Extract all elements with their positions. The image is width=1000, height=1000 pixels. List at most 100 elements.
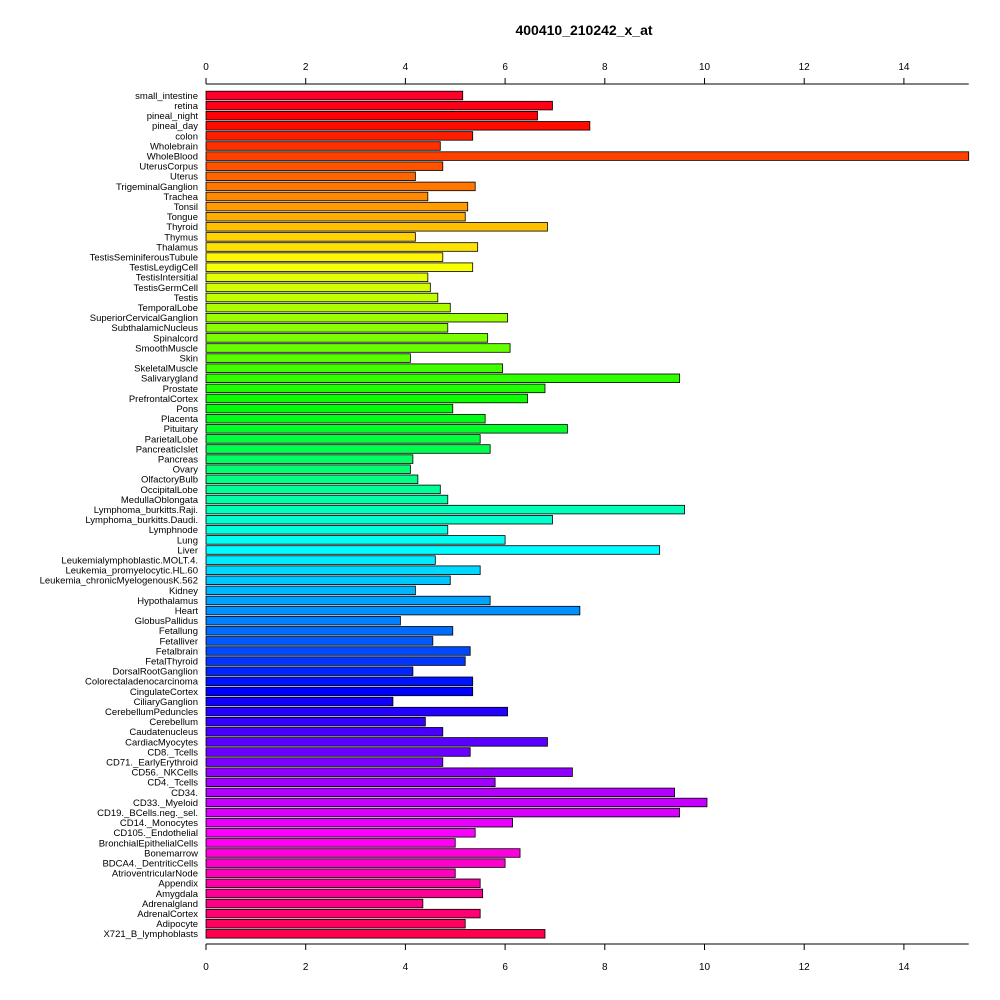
category-labels: small_intestineretinapineal_nightpineal_… bbox=[40, 91, 199, 940]
bar-globuspallidus bbox=[205, 616, 401, 626]
bar-pons bbox=[205, 403, 454, 414]
bar-cd8-tcells bbox=[205, 747, 471, 757]
bottom-tick-label: 8 bbox=[602, 962, 608, 973]
category-label: TrigeminalGanglion bbox=[116, 182, 198, 193]
category-label: CD71._EarlyErythroid bbox=[106, 758, 198, 769]
bar-appendix bbox=[205, 878, 481, 889]
bar-adrenalgland bbox=[205, 898, 424, 909]
bar-atrioventricularnode bbox=[205, 868, 456, 878]
bar-testis bbox=[205, 292, 439, 303]
category-label: WholeBlood bbox=[147, 152, 198, 163]
bar-cerebellumpeduncles bbox=[205, 706, 508, 717]
category-label: Appendix bbox=[158, 879, 198, 890]
category-label: SuperiorCervicalGanglion bbox=[90, 313, 198, 324]
category-label: SkeletalMuscle bbox=[134, 364, 198, 375]
category-label: Liver bbox=[177, 545, 198, 556]
category-label: Testis bbox=[174, 293, 199, 304]
bar-uteruscorpus bbox=[205, 161, 444, 171]
category-label: CD56._NKCells bbox=[131, 768, 198, 779]
bar-cd71-earlyerythroid bbox=[205, 757, 444, 767]
bottom-tick-label: 12 bbox=[799, 962, 811, 973]
bottom-tick-label: 6 bbox=[502, 962, 508, 973]
category-label: colon bbox=[175, 131, 198, 142]
bar-wholebrain bbox=[205, 141, 441, 151]
category-label: Leukemia_chronicMyelogenousK.562 bbox=[40, 576, 198, 587]
top-tick-label: 4 bbox=[403, 62, 409, 73]
category-label: CD105._Endothelial bbox=[113, 828, 198, 839]
bar-colon bbox=[205, 131, 474, 141]
category-label: Uterus bbox=[170, 172, 198, 183]
bar-amygdala bbox=[205, 888, 484, 899]
bar-lung bbox=[205, 535, 506, 545]
top-tick-label: 14 bbox=[898, 62, 910, 73]
bar-heart bbox=[205, 605, 581, 616]
category-label: Lymphoma_burkitts.Daudi. bbox=[85, 515, 198, 526]
category-label: BronchialEpithelialCells bbox=[99, 838, 199, 849]
category-label: Hypothalamus bbox=[137, 596, 198, 607]
category-label: SmoothMuscle bbox=[135, 343, 198, 354]
category-label: Thymus bbox=[164, 232, 198, 243]
category-label: Fetalliver bbox=[159, 636, 198, 647]
bar-adipocyte bbox=[205, 919, 466, 929]
bar-bronchialepithelialcells bbox=[205, 838, 456, 848]
category-label: pineal_night bbox=[147, 111, 199, 122]
bar-subthalamicnucleus bbox=[205, 323, 449, 333]
category-label: CD34. bbox=[171, 788, 198, 799]
bar-cd56-nkcells bbox=[205, 767, 573, 777]
bar-temporallobe bbox=[205, 302, 451, 313]
bar-cd4-tcells bbox=[205, 777, 496, 788]
bar-pancreas bbox=[205, 454, 414, 464]
category-label: DorsalRootGanglion bbox=[112, 667, 198, 678]
bar-leukemia-promyelocytic-hl-60 bbox=[205, 565, 481, 575]
bar-x721-b-lymphoblasts bbox=[205, 929, 546, 939]
bar-tongue bbox=[205, 211, 466, 222]
bar-tonsil bbox=[205, 201, 469, 212]
category-label: CiliaryGanglion bbox=[134, 697, 198, 708]
chart-title: 400410_210242_x_at bbox=[515, 22, 652, 38]
bar-trachea bbox=[205, 191, 429, 202]
category-label: X721_B_lymphoblasts bbox=[103, 929, 198, 940]
bar-smoothmuscle bbox=[205, 343, 511, 353]
bar-fetalthyroid bbox=[205, 656, 466, 666]
bar-hypothalamus bbox=[205, 595, 491, 606]
category-label: Fetallung bbox=[159, 626, 198, 637]
bar-ciliaryganglion bbox=[205, 696, 394, 707]
bar-pineal-day bbox=[205, 121, 591, 131]
bar-fetalliver bbox=[205, 636, 434, 646]
category-label: ParietalLobe bbox=[145, 434, 198, 445]
category-label: Leukemia_promyelocytic.HL.60 bbox=[65, 566, 198, 577]
bar-lymphoma-burkitts-raji- bbox=[205, 504, 685, 515]
bar-skeletalmuscle bbox=[205, 363, 504, 373]
category-label: TestisSeminiferousTubule bbox=[90, 253, 198, 264]
category-label: CD4._Tcells bbox=[147, 778, 198, 789]
category-label: small_intestine bbox=[135, 91, 198, 102]
bar-parietallobe bbox=[205, 434, 481, 444]
bar-liver bbox=[205, 545, 661, 555]
category-label: Fetalbrain bbox=[156, 646, 198, 657]
category-label: GlobusPallidus bbox=[135, 616, 199, 627]
category-label: Caudatenucleus bbox=[129, 727, 198, 738]
category-label: Heart bbox=[175, 606, 199, 617]
category-label: Bonemarrow bbox=[144, 848, 198, 859]
top-tick-label: 10 bbox=[699, 62, 711, 73]
category-label: Colorectaladenocarcinoma bbox=[85, 677, 199, 688]
category-label: CingulateCortex bbox=[130, 687, 198, 698]
bar-placenta bbox=[205, 413, 486, 424]
bar-testisseminiferoustubule bbox=[205, 252, 444, 262]
bar-cingulatecortex bbox=[205, 686, 474, 697]
category-label: Cerebellum bbox=[149, 717, 198, 728]
category-label: CerebellumPeduncles bbox=[105, 707, 198, 718]
category-label: BDCA4._DentriticCells bbox=[102, 859, 198, 870]
bar-retina bbox=[205, 100, 553, 111]
top-tick-label: 2 bbox=[303, 62, 309, 73]
category-label: Spinalcord bbox=[153, 333, 198, 344]
category-label: Lymphoma_burkitts.Raji. bbox=[94, 505, 198, 516]
category-label: Wholebrain bbox=[150, 141, 198, 152]
bar-fetalbrain bbox=[205, 646, 471, 656]
category-label: AdrenalCortex bbox=[137, 909, 198, 920]
category-label: Prostate bbox=[163, 384, 198, 395]
category-label: SubthalamicNucleus bbox=[111, 323, 198, 334]
category-label: Adipocyte bbox=[156, 919, 198, 930]
bar-occipitallobe bbox=[205, 484, 441, 495]
